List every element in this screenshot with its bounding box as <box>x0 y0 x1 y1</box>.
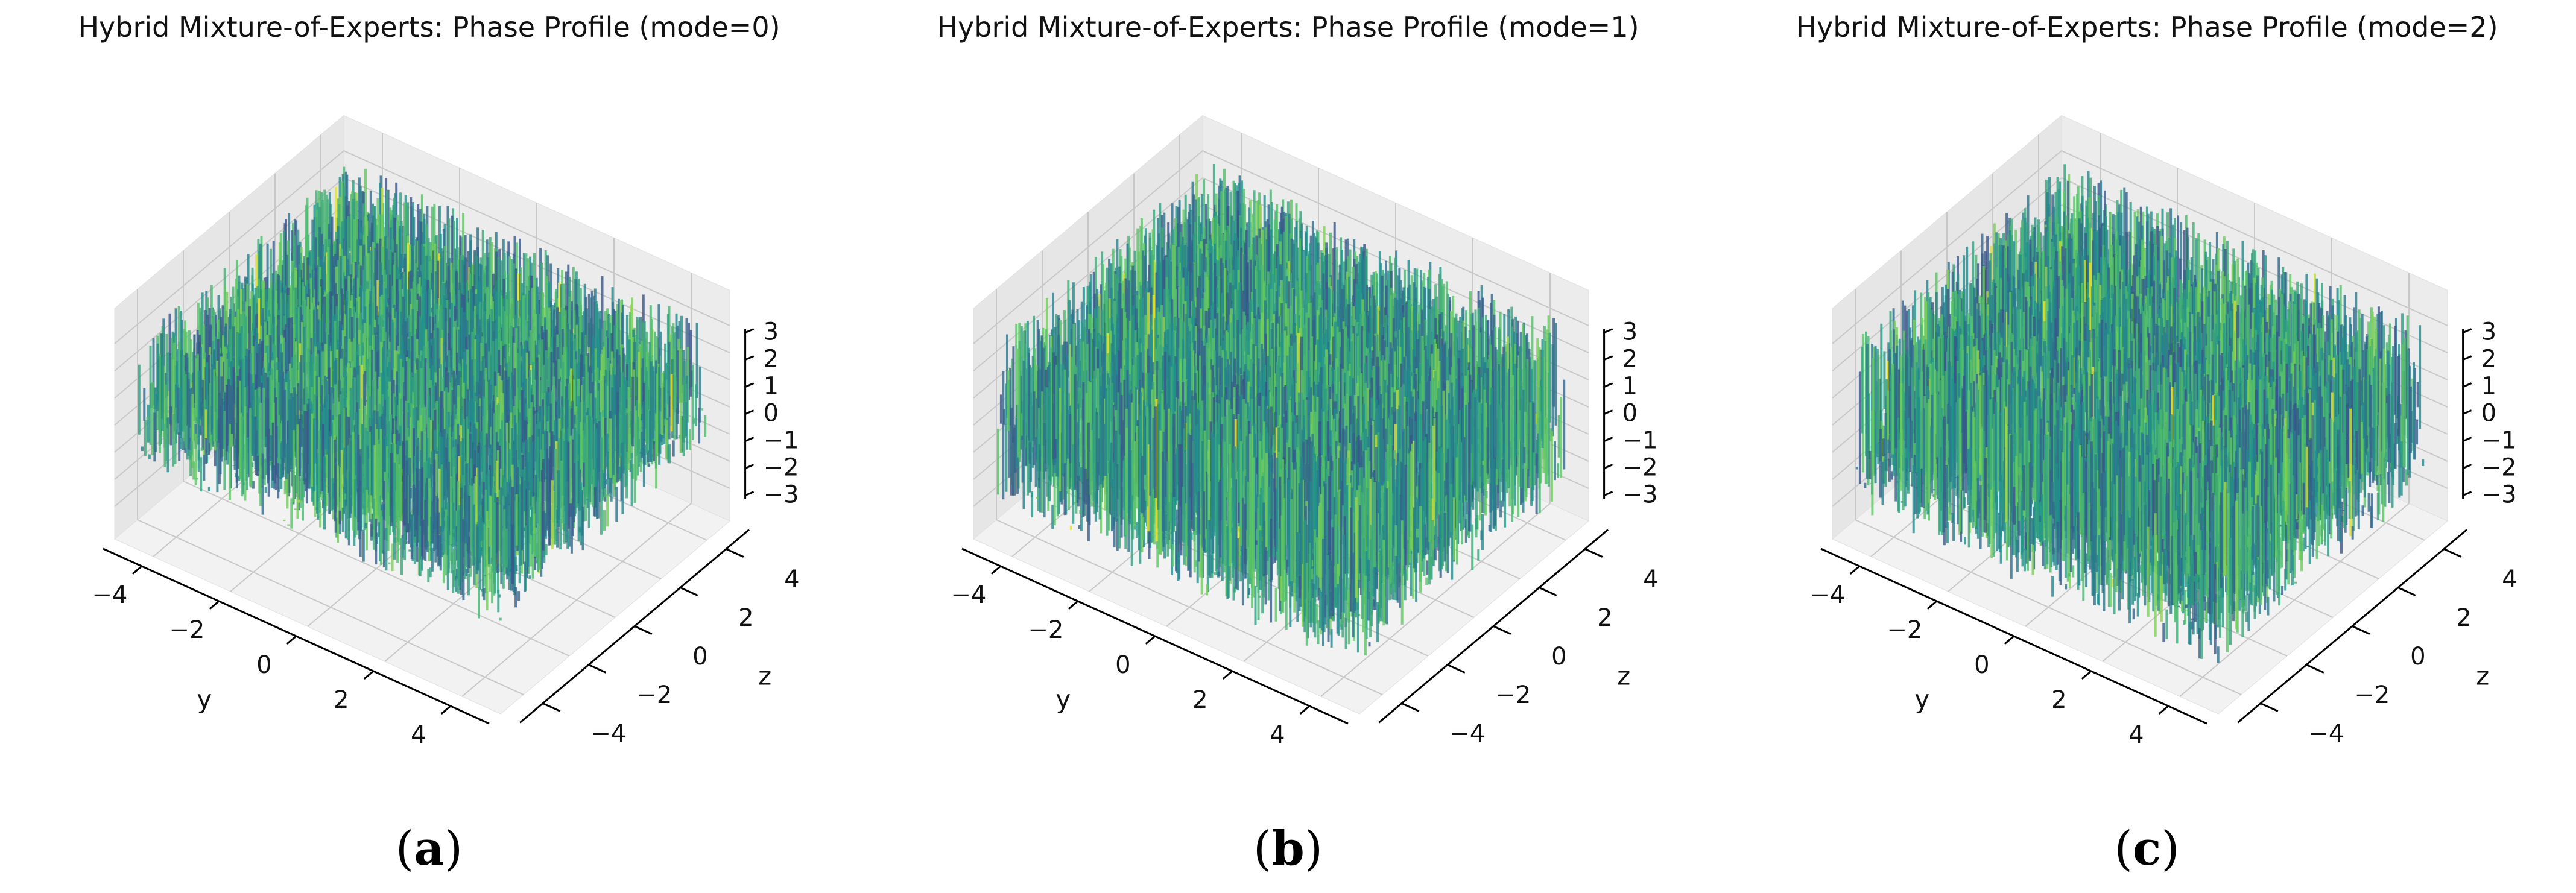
y-tick <box>131 565 142 575</box>
gridline <box>183 250 570 657</box>
z-axis-label: z <box>758 661 771 691</box>
value-tick <box>745 464 755 469</box>
value-tick-label: 2 <box>764 346 779 373</box>
gridline <box>114 150 730 344</box>
subplot-title: Hybrid Mixture-of-Experts: Phase Profile… <box>937 11 1639 43</box>
subplot-a: Hybrid Mixture-of-Experts: Phase Profile… <box>0 0 858 893</box>
value-tick <box>745 409 755 415</box>
subplot-caption: (a) <box>395 821 463 876</box>
y-tick-label: 0 <box>256 651 271 679</box>
value-tick <box>745 382 755 388</box>
z-tick-label: 4 <box>784 566 799 593</box>
value-tick-label: 0 <box>764 400 779 428</box>
y-tick <box>363 670 374 680</box>
gridline <box>996 289 1383 695</box>
z-tick-label: −4 <box>590 720 626 748</box>
subplot-b: Hybrid Mixture-of-Experts: Phase Profile… <box>859 0 1717 893</box>
z-tick-label: 0 <box>692 643 707 671</box>
y-tick-label: 2 <box>334 686 349 714</box>
value-tick <box>745 355 755 361</box>
z-tick <box>680 587 698 596</box>
value-tick-label: 3 <box>764 318 779 346</box>
gridline <box>137 289 524 695</box>
y-tick-label: −2 <box>169 616 204 644</box>
z-tick <box>634 625 653 635</box>
surface <box>138 166 707 621</box>
value-tick-label: −2 <box>764 454 799 482</box>
value-tick-label: 1 <box>764 373 779 400</box>
y-axis-label: y <box>197 684 212 714</box>
subplot-title: Hybrid Mixture-of-Experts: Phase Profile… <box>78 11 780 43</box>
value-tick-label: −3 <box>764 481 799 509</box>
y-tick <box>440 705 451 715</box>
value-tick <box>745 328 755 333</box>
y-tick-label: 4 <box>411 721 426 749</box>
z-tick-label: −2 <box>636 681 672 709</box>
value-tick <box>745 437 755 442</box>
gridline <box>973 150 1589 344</box>
z-tick-label: 2 <box>738 604 753 632</box>
y-tick <box>209 600 220 610</box>
z-tick <box>588 664 607 674</box>
surface <box>996 164 1566 655</box>
z-tick <box>542 702 561 712</box>
y-tick <box>286 635 297 645</box>
gridline <box>973 177 1589 371</box>
value-tick <box>745 491 755 496</box>
z-tick <box>726 548 744 558</box>
value-tick-label: −1 <box>764 427 799 455</box>
y-tick-label: −4 <box>92 581 127 609</box>
